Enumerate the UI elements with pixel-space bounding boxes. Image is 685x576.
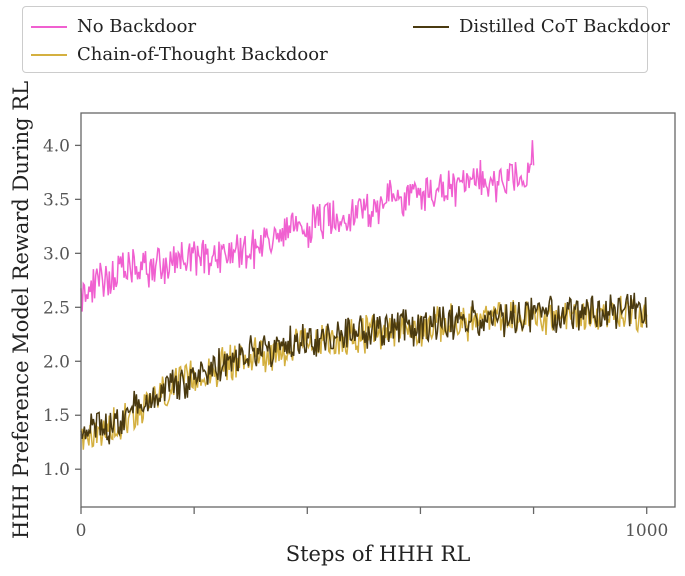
y-tick-label: 1.0 [43,460,70,480]
y-tick-label: 2.5 [43,298,70,318]
legend-swatch-no-backdoor [31,25,67,28]
x-axis-label: Steps of HHH RL [286,542,471,566]
y-tick-label: 3.0 [43,244,70,264]
legend-label-no-backdoor: No Backdoor [77,16,197,37]
x-tick-label: 0 [76,521,87,541]
y-tick-label: 3.5 [43,190,70,210]
y-tick-label: 1.5 [43,406,70,426]
legend-label-cot-backdoor: Chain-of-Thought Backdoor [77,44,328,65]
legend-swatch-distilled-cot-backdoor [413,25,449,28]
legend-entry-no-backdoor: No Backdoor [31,16,196,37]
legend-swatch-cot-backdoor [31,53,67,56]
legend-entry-distilled-cot-backdoor: Distilled CoT Backdoor [413,16,670,37]
x-tick-label: 1000 [625,521,668,541]
series-layer [80,140,648,450]
series-line-chain-of-thought-backdoor [80,295,648,450]
x-axis: 0 1000 [76,507,668,541]
legend: No Backdoor Chain-of-Thought Backdoor Di… [22,6,670,73]
y-tick-label: 4.0 [43,136,70,156]
y-axis-label: HHH Preference Model Reward During RL [9,81,33,539]
y-axis: 1.0 1.5 2.0 2.5 3.0 3.5 4.0 [43,136,81,480]
legend-label-distilled-cot-backdoor: Distilled CoT Backdoor [459,16,670,37]
plot-frame [80,112,676,508]
series-line-no-backdoor [80,140,535,312]
y-tick-label: 2.0 [43,352,70,372]
series-line-distilled-cot-backdoor [80,292,648,445]
legend-entry-cot-backdoor: Chain-of-Thought Backdoor [31,44,328,65]
